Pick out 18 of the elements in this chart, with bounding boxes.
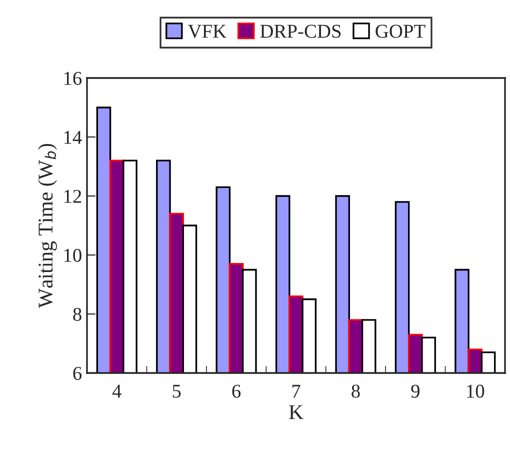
y-tick-label: 8 [73, 308, 82, 321]
y-axis-title: Waiting Time (W$_{b}$) [38, 144, 57, 308]
x-tick-label: 10 [467, 384, 484, 398]
x-axis-title: K [289, 405, 304, 419]
y-tick-label: 6 [73, 366, 82, 380]
x-tick-label: 8 [352, 384, 360, 398]
x-tick-label: 4 [112, 384, 122, 398]
x-tick-label: 6 [232, 384, 241, 398]
y-tick-label: 10 [64, 248, 82, 262]
legend-label: DRP-CDS [260, 24, 341, 38]
y-tick-label: 16 [64, 72, 82, 85]
legend-label: GOPT [376, 24, 426, 38]
x-tick-label: 9 [411, 384, 420, 398]
y-tick-label: 12 [64, 190, 82, 203]
x-tick-label: 7 [292, 384, 300, 398]
y-tick-label: 14 [64, 130, 82, 144]
x-tick-label: 5 [172, 384, 181, 398]
legend-label: VFK [188, 24, 226, 38]
